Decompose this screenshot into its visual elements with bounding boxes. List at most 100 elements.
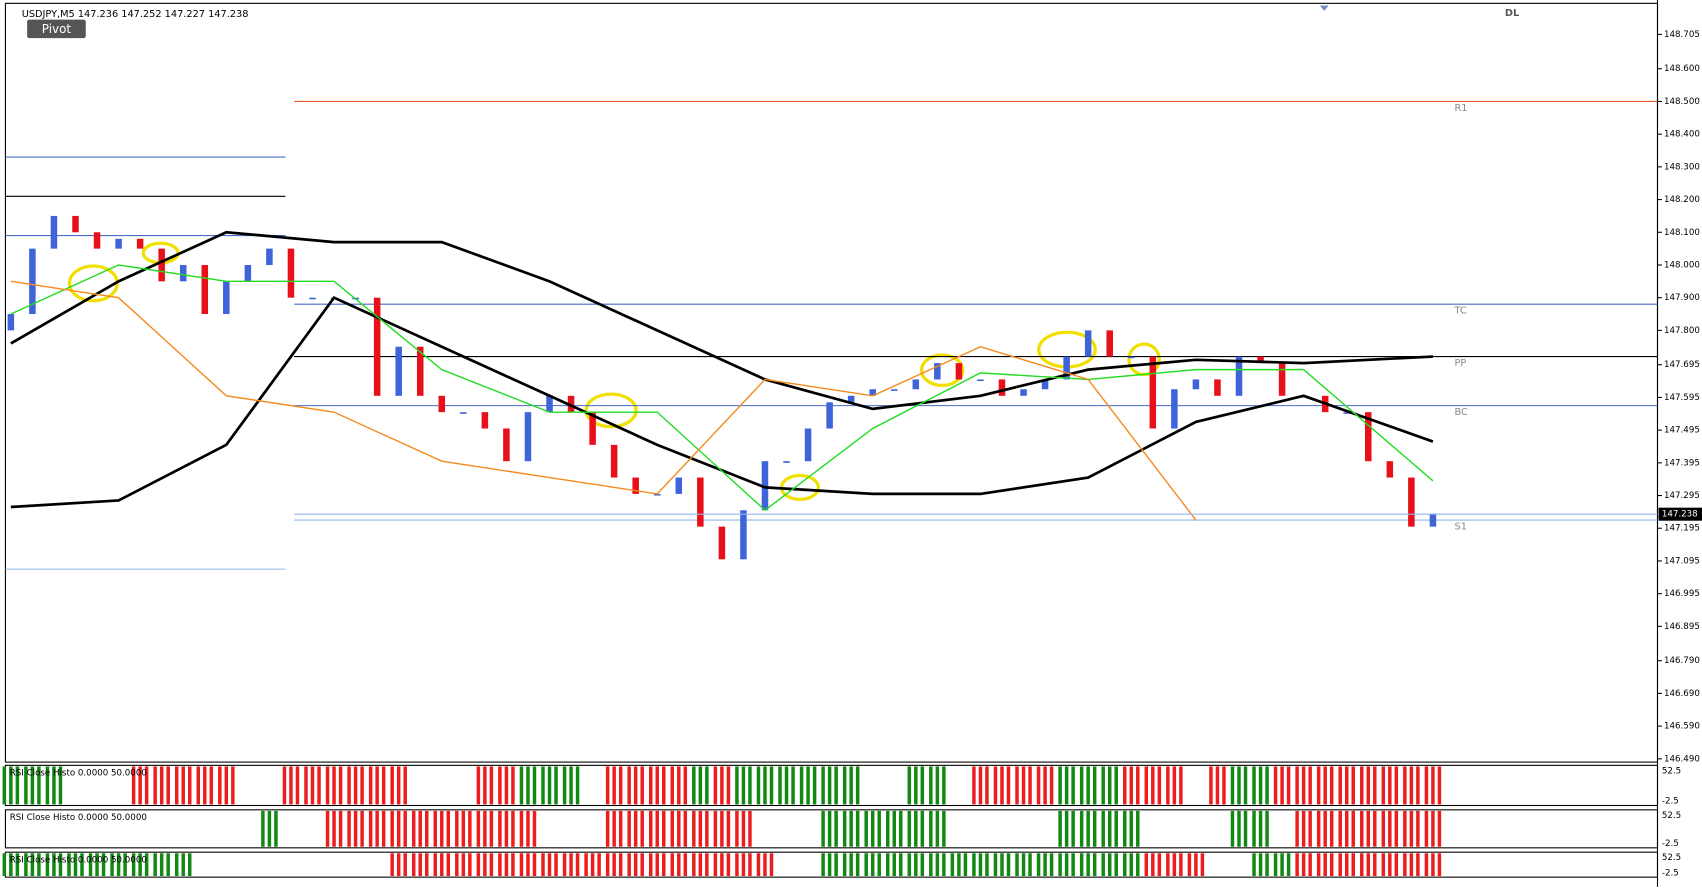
histo-bar [338,766,343,805]
histo-bar [1416,853,1420,877]
histo-bar [9,766,13,805]
histo-bar [1286,766,1291,805]
histo-bar [1092,766,1097,805]
histo-bar [1301,766,1306,805]
histo-bar [547,766,552,805]
histo-bar [24,766,28,805]
histo-bar [24,853,28,877]
y-tick-label: 147.900 [1664,293,1700,303]
histo-bar [1344,853,1349,877]
histo-bar [692,853,696,877]
histo-bar [907,766,912,805]
histo-bar [498,810,502,847]
candle [1214,379,1221,396]
pivot-button[interactable] [27,19,86,39]
histo-bar [655,853,659,877]
pivot-label: R1 [1455,103,1468,114]
candle [1128,356,1135,359]
histo-bar [575,853,580,877]
histo-bar [131,766,136,805]
histo-bar [1015,766,1019,805]
histo-bar [849,810,853,847]
histo-bar [218,766,222,805]
histo-bar [1316,810,1321,847]
histo-bar [864,853,868,877]
histo-bar [1301,853,1306,877]
histo-bar [784,766,789,805]
histo-bar [692,810,696,847]
histo-bar [648,810,653,847]
histo-bar [368,766,373,805]
histo-bar [1015,853,1019,877]
histo-bar [1114,766,1118,805]
histo-bar [827,853,832,877]
histo-bar [1424,853,1429,877]
candle [934,363,941,380]
histo-bar [842,810,847,847]
histo-bar [1431,853,1435,877]
histo-bar [920,810,925,847]
y-tick-label: 147.095 [1664,556,1700,566]
histo-bar [633,853,638,877]
histo-bar [741,810,746,847]
histo-bar [756,853,761,877]
histo-bar [683,810,688,847]
histo-bar [188,766,192,805]
histo-bar [942,853,946,877]
histo-bar [1416,766,1420,805]
histo-bar [461,853,466,877]
highlight-circle [584,392,638,429]
histo-bar [166,853,170,877]
histo-bar [683,853,688,877]
histo-bar [1394,766,1399,805]
histo-bar [655,810,659,847]
histo-bar [1351,810,1355,847]
histo-bar [403,853,407,877]
histo-bar [1258,810,1263,847]
histo-bar [849,766,853,805]
histo-bar [1265,810,1269,847]
histo-bar [605,853,610,877]
histo-bar [541,853,545,877]
histo-bar [806,766,810,805]
y-tick-label: 148.100 [1664,228,1700,238]
histo-bar [698,853,703,877]
histo-bar [1323,810,1327,847]
candle [761,461,769,511]
histo-bar [1295,766,1299,805]
histo-bar [1006,853,1011,877]
histo-bar [827,810,832,847]
histo-bar [1101,853,1105,877]
histo-bar [1243,810,1248,847]
histo-bar [1394,810,1399,847]
histo-bar [618,766,623,805]
symbol-header: USDJPY,M5 147.236 147.252 147.227 147.23… [22,9,249,20]
candle [675,477,683,494]
histo-bar [769,766,774,805]
histo-bar [877,810,881,847]
histo-bar [584,853,588,877]
histo-bar [1344,810,1349,847]
pivot-label: S1 [1455,522,1467,533]
histo-bar [325,810,330,847]
histo-bar [1230,766,1235,805]
y-tick-label: 147.495 [1664,426,1700,436]
histo-bar [720,810,724,847]
histo-bar [425,853,429,877]
pivot-button-label[interactable]: Pivot [42,22,72,36]
histo-bar [935,810,940,847]
candle [1235,356,1243,396]
histo-bar [1308,810,1312,847]
histo-bar [440,810,444,847]
histo-bar [1071,766,1075,805]
histo-bar [978,766,983,805]
histo-bar [855,810,860,847]
histo-bar [80,853,84,877]
histo-bar [1064,853,1069,877]
histo-bar [662,766,666,805]
histo-bar [1265,766,1269,805]
candle [912,379,920,390]
histo-bar [834,853,838,877]
histo-bar [791,766,795,805]
histo-bar [1114,810,1118,847]
